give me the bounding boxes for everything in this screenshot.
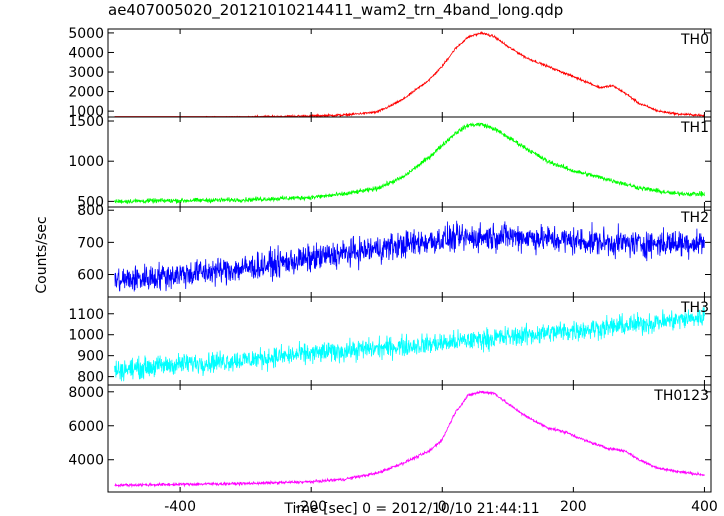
panel-th0123: 4000 6000 8000 TH0123 — [68, 384, 712, 493]
y-tick-label: 1000 — [68, 104, 104, 120]
panel-frame — [107, 206, 712, 298]
y-tick-label: 1000 — [68, 328, 104, 344]
x-axis-label: Time [sec] 0 = 2012/10/10 21:44:11 — [283, 501, 539, 516]
panel-label-th3: TH3 — [680, 300, 709, 316]
x-tick-label: -400 — [164, 499, 196, 515]
x-tick-label: 400 — [691, 499, 718, 515]
panel-th2: 600 700 800 TH2 — [77, 203, 712, 298]
y-tick-label: 4000 — [68, 45, 104, 61]
panel-label-th0123: TH0123 — [653, 388, 709, 404]
series-line-th1 — [114, 122, 705, 205]
panel-frame — [107, 28, 712, 118]
panel-frame — [107, 116, 712, 208]
y-tick-label: 3000 — [68, 65, 104, 81]
y-tick-label: 500 — [77, 194, 104, 210]
y-tick-label: 900 — [77, 349, 104, 365]
y-tick-label: 4000 — [68, 453, 104, 469]
series-line-th0 — [114, 30, 705, 118]
panel-th0: 1000 2000 3000 4000 5000 TH0 — [68, 26, 712, 120]
series-line-th0123 — [114, 390, 705, 488]
y-tick-label: 700 — [77, 235, 104, 251]
x-tick-label: 200 — [560, 499, 587, 515]
y-tick-label: 5000 — [68, 26, 104, 42]
panel-label-th0: TH0 — [680, 32, 709, 48]
x-axis: -400 -200 0 200 400 — [164, 499, 718, 515]
series-line-th2 — [114, 220, 705, 292]
y-tick-label: 6000 — [68, 419, 104, 435]
x-tick-label: 0 — [438, 499, 447, 515]
y-tick-label: 1500 — [68, 114, 104, 130]
panel-label-th1: TH1 — [680, 120, 709, 136]
panel-th3: 800 900 1000 1100 TH3 — [68, 296, 712, 386]
panel-frame — [107, 384, 712, 493]
y-axis-label: Counts/sec — [34, 216, 50, 293]
x-tick-label: -200 — [295, 499, 327, 515]
y-tick-label: 800 — [77, 203, 104, 219]
panel-label-th2: TH2 — [680, 210, 709, 226]
y-tick-label: 1000 — [68, 154, 104, 170]
y-tick-label: 800 — [77, 370, 104, 386]
y-tick-label: 600 — [77, 268, 104, 284]
y-tick-label: 2000 — [68, 85, 104, 101]
y-tick-label: 1100 — [68, 307, 104, 323]
y-tick-label: 8000 — [68, 385, 104, 401]
panel-th1: 500 1000 1500 TH1 — [68, 114, 712, 210]
chart-title: ae407005020_20121010214411_wam2_trn_4ban… — [108, 1, 564, 19]
series-line-th3 — [114, 307, 705, 382]
